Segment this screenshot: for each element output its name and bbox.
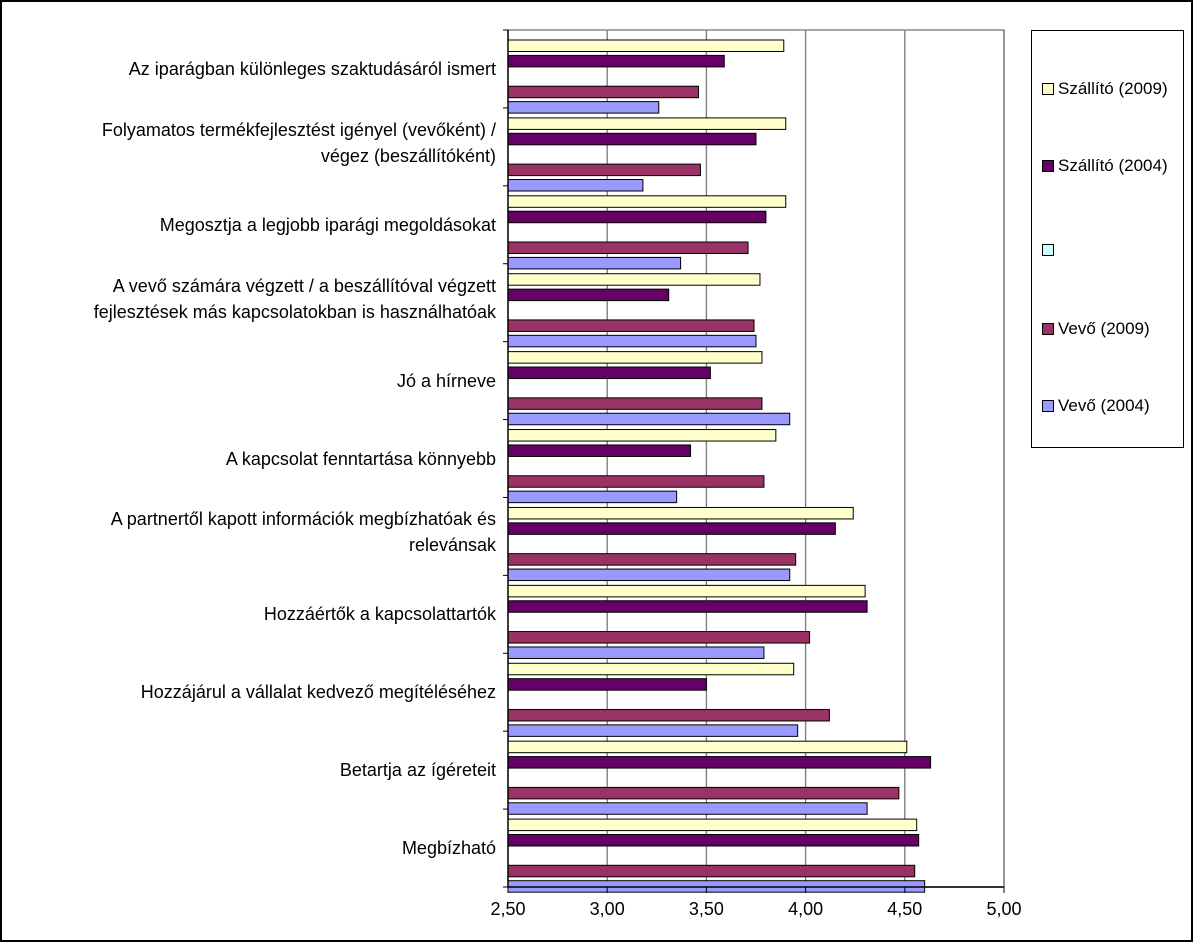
bar xyxy=(507,195,787,208)
category-label: Megbízható xyxy=(14,835,496,861)
bar xyxy=(507,568,791,582)
category-label-line: Hozzájárul a vállalat kedvező megítélésé… xyxy=(140,682,496,703)
legend-item: Szállító (2009) xyxy=(1042,79,1168,99)
category-label: A kapcsolat fenntartása könnyebb xyxy=(14,446,496,472)
bar xyxy=(507,662,795,676)
category-label-line: A vevő számára végzett / a beszállítóval… xyxy=(112,275,496,296)
legend-label: Vevő (2009) xyxy=(1058,319,1150,338)
bar xyxy=(507,475,765,488)
bar xyxy=(507,506,854,520)
legend-swatch xyxy=(1042,400,1054,412)
x-tick-label: 5,00 xyxy=(986,899,1021,919)
category-label: Betartja az ígéreteit xyxy=(14,757,496,783)
category-label: Jó a hírneve xyxy=(14,368,496,394)
category-label: Hozzájárul a vállalat kedvező megítélésé… xyxy=(14,679,496,705)
x-tick-label: 2,50 xyxy=(490,899,525,919)
category-label: A partnertől kapott információk megbízha… xyxy=(14,506,496,558)
bar xyxy=(507,708,830,722)
category-label-line: Folyamatos termékfejlesztést igényel (ve… xyxy=(101,119,496,140)
legend-item: Szállító (2004) xyxy=(1042,156,1168,176)
bar xyxy=(507,864,916,878)
legend-swatch xyxy=(1042,244,1054,256)
bar xyxy=(507,397,763,410)
bar xyxy=(507,444,692,457)
legend-swatch xyxy=(1042,160,1054,172)
bar xyxy=(507,756,932,769)
legend-item xyxy=(1042,244,1058,256)
x-tick-label: 4,50 xyxy=(887,899,922,919)
legend-swatch xyxy=(1042,323,1054,335)
bar xyxy=(507,818,918,832)
legend-swatch xyxy=(1042,83,1054,95)
category-label-line: relevánsak xyxy=(408,535,496,556)
bar xyxy=(507,101,660,114)
category-label-line: Megosztja a legjobb iparági megoldásokat xyxy=(159,214,496,235)
bar xyxy=(507,366,711,380)
category-label-line: Jó a hírneve xyxy=(396,370,496,391)
bar xyxy=(507,646,765,659)
bar xyxy=(507,351,763,364)
bar xyxy=(507,179,644,192)
bar xyxy=(507,163,701,177)
bar xyxy=(507,724,799,737)
category-label-line: fejlesztések más kapcsolatokban is haszn… xyxy=(93,301,496,322)
category-label-line: Megbízható xyxy=(401,838,496,859)
legend-label: Vevő (2004) xyxy=(1058,396,1150,415)
bar xyxy=(507,631,811,644)
x-tick-label: 3,00 xyxy=(590,899,625,919)
category-label: Megosztja a legjobb iparági megoldásokat xyxy=(14,212,496,238)
category-label-line: A kapcsolat fenntartása könnyebb xyxy=(225,448,496,469)
bar xyxy=(507,319,755,332)
category-label-line: végez (beszállítóként) xyxy=(320,145,496,166)
legend: Szállító (2009) Szállító (2004) Vevő (2009… xyxy=(1031,30,1184,448)
category-label: A vevő számára végzett / a beszállítóval… xyxy=(14,273,496,325)
bar xyxy=(507,584,866,598)
category-label-line: Az iparágban különleges szaktudásáról is… xyxy=(128,58,496,79)
bar xyxy=(507,553,797,566)
bar xyxy=(507,273,761,286)
bar xyxy=(507,85,699,99)
legend-item: Vevő (2004) xyxy=(1042,396,1150,416)
bar xyxy=(507,786,900,800)
bar xyxy=(507,600,868,613)
bar xyxy=(507,210,767,224)
bar xyxy=(507,288,670,302)
bar xyxy=(507,678,707,691)
bar xyxy=(507,54,725,68)
category-label: Az iparágban különleges szaktudásáról is… xyxy=(14,56,496,82)
bar xyxy=(507,833,920,847)
bar xyxy=(507,429,777,442)
bar xyxy=(507,117,787,130)
bar xyxy=(507,334,757,348)
category-label: Folyamatos termékfejlesztést igényel (ve… xyxy=(14,117,496,169)
category-label-line: Hozzáértők a kapcsolattartók xyxy=(263,604,496,625)
bar xyxy=(507,256,682,270)
bar xyxy=(507,241,749,255)
bar xyxy=(507,522,836,535)
category-label: Hozzáértők a kapcsolattartók xyxy=(14,601,496,627)
legend-label: Szállító (2004) xyxy=(1058,156,1168,175)
bar xyxy=(507,132,757,146)
bar xyxy=(507,802,868,815)
legend-item: Vevő (2009) xyxy=(1042,319,1150,339)
bar xyxy=(507,740,908,754)
x-tick-label: 4,00 xyxy=(788,899,823,919)
legend-label: Szállító (2009) xyxy=(1058,79,1168,98)
bar xyxy=(507,412,791,426)
x-tick-label: 3,50 xyxy=(689,899,724,919)
category-label-line: Betartja az ígéreteit xyxy=(339,760,496,781)
category-label-line: A partnertől kapott információk megbízha… xyxy=(110,509,496,530)
bar xyxy=(507,39,785,52)
bar xyxy=(507,490,678,504)
